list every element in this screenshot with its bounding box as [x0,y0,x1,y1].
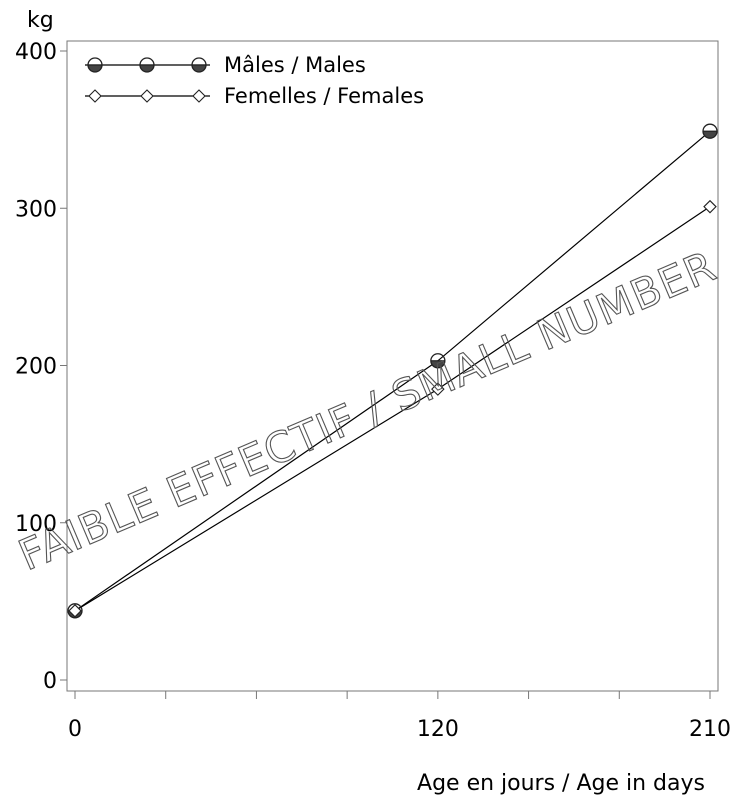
y-tick-label: 400 [15,40,57,65]
data-point-females [68,604,82,618]
y-axis-title: kg [27,8,54,33]
x-tick-label: 0 [68,717,82,742]
x-axis: 0 120 210 [68,691,731,742]
x-axis-title: Age en jours / Age in days [417,771,705,796]
legend-marker [192,89,206,103]
watermark: FAIBLE EFFECTIF / SMALL NUMBER [12,241,723,580]
legend-item: Mâles / Males [85,53,366,77]
data-point-females [703,199,717,214]
legend-label: Femelles / Females [224,84,424,108]
legend-marker [87,57,103,73]
data-point-males [702,123,718,139]
plot-frame [66,40,719,692]
y-tick-label: 0 [43,669,57,694]
legend-item: Femelles / Females [85,84,424,108]
legend-marker [191,57,207,73]
legend: Mâles / Males Femelles / Females [85,53,424,108]
y-tick-label: 300 [15,197,57,222]
y-tick-label: 200 [15,355,57,380]
data-point-males [430,353,446,369]
legend-marker [140,89,154,103]
y-tick-label: 100 [15,512,57,537]
legend-label: Mâles / Males [224,53,366,77]
legend-marker [88,89,102,103]
x-tick-label: 120 [417,717,459,742]
series-line-0 [74,130,711,612]
data-point-females [431,382,445,396]
series-layer [67,123,718,619]
y-axis: 0 100 200 300 400 [15,40,67,694]
x-tick-label: 210 [689,717,731,742]
legend-marker [139,57,155,73]
